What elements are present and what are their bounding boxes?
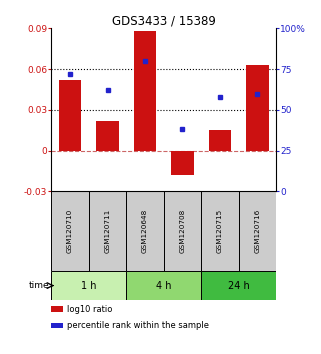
- Bar: [51, 322, 63, 328]
- Bar: [59, 80, 81, 150]
- Bar: [134, 31, 156, 150]
- Bar: [51, 271, 126, 300]
- Text: 4 h: 4 h: [156, 281, 171, 291]
- Text: log10 ratio: log10 ratio: [67, 305, 112, 314]
- Bar: [164, 192, 201, 271]
- Text: GSM120716: GSM120716: [254, 209, 260, 253]
- Title: GDS3433 / 15389: GDS3433 / 15389: [112, 14, 216, 27]
- Bar: [51, 192, 89, 271]
- Bar: [96, 121, 119, 150]
- Bar: [209, 130, 231, 150]
- Text: GSM120711: GSM120711: [105, 209, 110, 253]
- Text: GSM120715: GSM120715: [217, 209, 223, 253]
- Text: GSM120710: GSM120710: [67, 209, 73, 253]
- Text: GSM120708: GSM120708: [179, 209, 186, 253]
- Text: percentile rank within the sample: percentile rank within the sample: [67, 321, 209, 330]
- Bar: [51, 306, 63, 312]
- Bar: [201, 192, 239, 271]
- Bar: [171, 150, 194, 175]
- Text: 24 h: 24 h: [228, 281, 249, 291]
- Bar: [239, 192, 276, 271]
- Text: time: time: [29, 281, 49, 290]
- Text: GSM120648: GSM120648: [142, 209, 148, 253]
- Bar: [246, 65, 269, 150]
- Bar: [126, 192, 164, 271]
- Bar: [89, 192, 126, 271]
- Bar: [126, 271, 201, 300]
- Text: 1 h: 1 h: [81, 281, 97, 291]
- Bar: [201, 271, 276, 300]
